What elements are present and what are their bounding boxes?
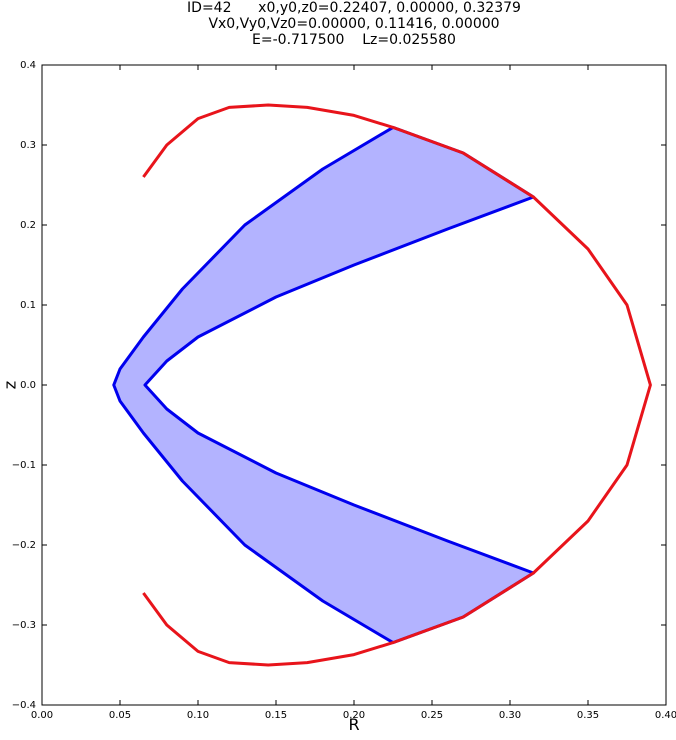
y-tick-label: −0.1 xyxy=(12,460,36,471)
y-axis-label: z xyxy=(1,381,20,389)
chart-title: E=-0.717500 Lz=0.025580 xyxy=(252,32,456,48)
y-tick-label: 0.3 xyxy=(20,140,36,151)
x-tick-label: 0.20 xyxy=(343,710,365,721)
x-tick-label: 0.15 xyxy=(265,710,287,721)
y-tick-label: −0.4 xyxy=(12,700,36,711)
plot-layer xyxy=(112,103,652,667)
chart-title: ID=42 x0,y0,z0=0.22407, 0.00000, 0.32379 xyxy=(187,0,521,16)
x-tick-label: 0.35 xyxy=(577,710,599,721)
y-tick-label: 0.4 xyxy=(20,60,36,71)
x-tick-label: 0.25 xyxy=(421,710,443,721)
curve xyxy=(142,103,652,667)
x-tick-label: 0.05 xyxy=(109,710,131,721)
y-tick-label: −0.2 xyxy=(12,540,36,551)
x-axis-label: R xyxy=(348,715,359,734)
x-tick-label: 0.10 xyxy=(187,710,209,721)
x-tick-label: 0.30 xyxy=(499,710,521,721)
x-tick-label: 0.00 xyxy=(31,710,53,721)
y-tick-label: 0.1 xyxy=(20,300,36,311)
y-tick-label: 0.2 xyxy=(20,220,36,231)
y-tick-label: −0.3 xyxy=(12,620,36,631)
y-tick-label: 0.0 xyxy=(20,380,36,391)
x-tick-label: 0.40 xyxy=(655,710,676,721)
chart-title: Vx0,Vy0,Vz0=0.00000, 0.11416, 0.00000 xyxy=(208,16,499,32)
